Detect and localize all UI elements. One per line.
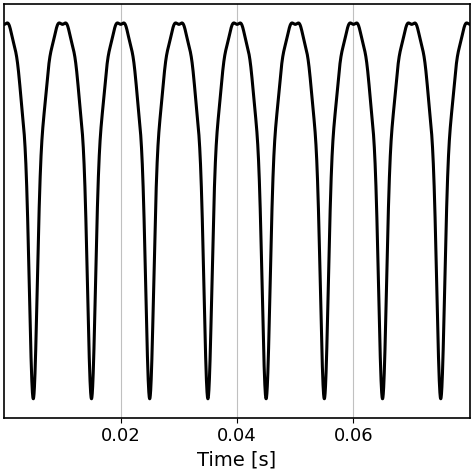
X-axis label: Time [s]: Time [s] — [198, 451, 276, 470]
